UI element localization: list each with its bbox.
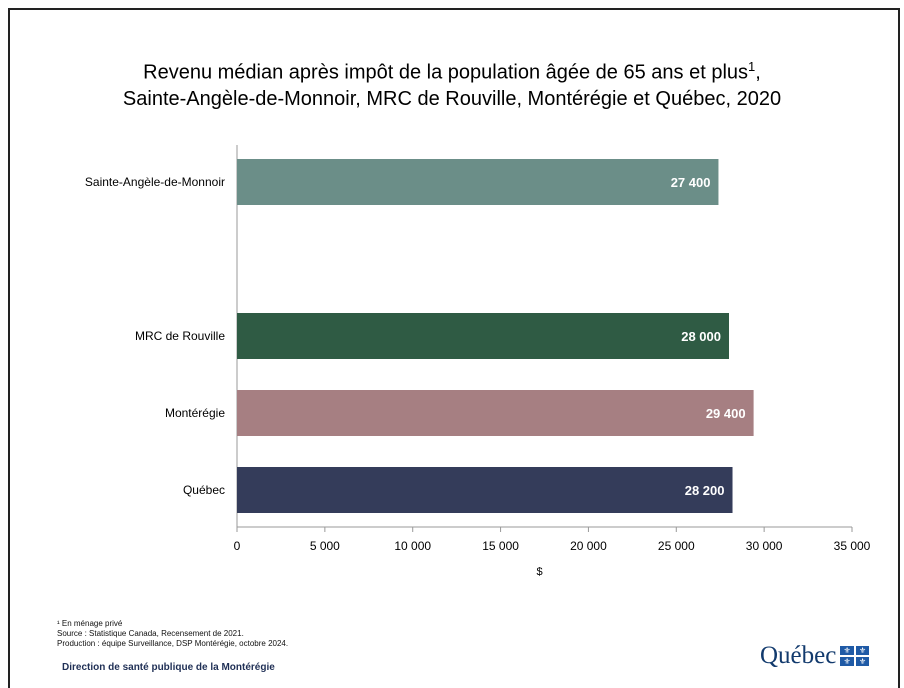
x-axis-label: $ [536, 566, 542, 578]
chart-frame [8, 8, 900, 688]
bar-value-label: 28 000 [681, 329, 721, 344]
category-label: Sainte-Angèle-de-Monnoir [85, 175, 225, 189]
title-footnote-marker: 1 [748, 59, 756, 74]
fleur-de-lis-flag-icon: ⚜ ⚜ ⚜ ⚜ [840, 646, 870, 666]
x-tick-label: 20 000 [570, 539, 607, 553]
bar [237, 467, 733, 513]
x-tick-label: 0 [234, 539, 241, 553]
x-tick-label: 5 000 [310, 539, 340, 553]
x-tick-label: 15 000 [482, 539, 519, 553]
x-tick-label: 10 000 [394, 539, 431, 553]
category-label: MRC de Rouville [135, 329, 225, 343]
category-label: Québec [183, 483, 225, 497]
category-label: Montérégie [165, 406, 225, 420]
bar [237, 159, 719, 205]
footnote-production: Production : équipe Surveillance, DSP Mo… [57, 639, 289, 648]
organization-name: Direction de santé publique de la Montér… [62, 662, 275, 673]
footnote-source: Source : Statistique Canada, Recensement… [57, 629, 244, 638]
chart-title: Revenu médian après impôt de la populati… [20, 54, 884, 112]
bar [237, 313, 729, 359]
bar-value-label: 27 400 [671, 175, 711, 190]
bar-chart: 0 5 000 10 000 15 000 20 000 25 000 30 000 35 0… [85, 145, 871, 578]
title-line-2: Sainte-Angèle-de-Monnoir, MRC de Rouvill… [122, 87, 782, 110]
logo-text: Québec [760, 642, 837, 669]
title-line-1: Revenu médian après impôt de la populati… [143, 61, 749, 84]
footnotes: ¹ En ménage privé Source : Statistique C… [57, 619, 288, 649]
x-tick-label: 25 000 [658, 539, 695, 553]
title-suffix: , [755, 61, 761, 84]
x-tick-label: 35 000 [834, 539, 871, 553]
quebec-logo: Québec ⚜ ⚜ ⚜ ⚜ [760, 642, 870, 670]
bar-value-label: 29 400 [706, 406, 746, 421]
bar-value-label: 28 200 [685, 483, 725, 498]
x-tick-label: 30 000 [746, 539, 783, 553]
footnote-private-household: ¹ En ménage privé [57, 619, 123, 628]
bar [237, 390, 754, 436]
